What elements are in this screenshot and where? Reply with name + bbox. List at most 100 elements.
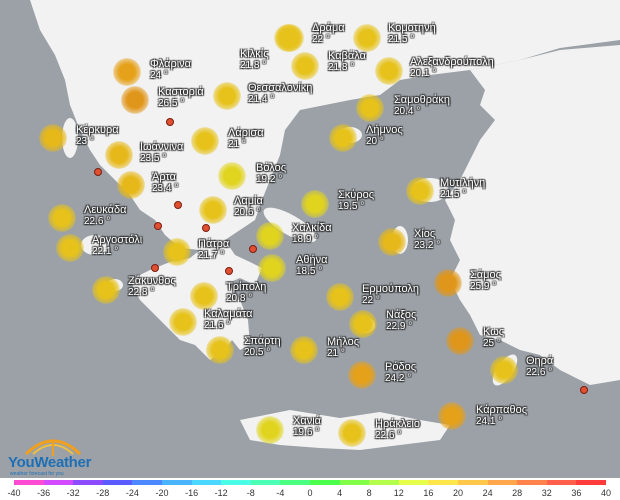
city-label: Αργοστόλι 22.1 ° bbox=[92, 234, 142, 258]
city-name: Αθήνα bbox=[296, 254, 328, 266]
city-name: Καλαμάτα bbox=[204, 308, 253, 320]
city-name: Σαμοθράκη bbox=[394, 94, 450, 106]
location-dot-icon bbox=[166, 118, 174, 126]
city-label: Καλαμάτα 21.6 ° bbox=[204, 308, 253, 332]
city-name: Καστοριά bbox=[158, 86, 204, 98]
scale-tick-label: -40 bbox=[7, 488, 21, 498]
scale-tick-label: 28 bbox=[512, 488, 523, 498]
city-temp: 22.6 ° bbox=[526, 367, 553, 378]
location-dot-icon bbox=[94, 168, 102, 176]
scale-tick-label: -8 bbox=[246, 488, 255, 498]
location-dot-icon bbox=[202, 224, 210, 232]
city-name: Άρτα bbox=[152, 171, 176, 183]
city-label: Ζάκυνθος 22.8 ° bbox=[128, 275, 176, 299]
scale-color-segment bbox=[576, 480, 606, 485]
scale-color-segment bbox=[132, 480, 162, 485]
city-temp: 19.5 ° bbox=[338, 201, 365, 212]
city-temp: 21 ° bbox=[228, 139, 246, 150]
city-label: Άρτα 23.4 ° bbox=[152, 171, 178, 195]
temperature-blob-icon bbox=[329, 124, 357, 152]
city-name: Θεσσαλονίκη bbox=[248, 82, 313, 94]
city-name: Κέρκυρα bbox=[76, 124, 119, 136]
city-temp: 20 ° bbox=[366, 136, 384, 147]
city-name: Δράμα bbox=[312, 22, 345, 34]
city-name: Λαμία bbox=[234, 195, 263, 207]
city-name: Λάρισα bbox=[228, 127, 264, 139]
city-label: Βόλος 19.2 ° bbox=[256, 162, 286, 186]
city-label: Λευκάδα 22.6 ° bbox=[84, 204, 126, 228]
scale-tick-label: -4 bbox=[276, 488, 285, 498]
city-temp: 24 ° bbox=[150, 70, 168, 81]
temperature-blob-icon bbox=[348, 361, 376, 389]
temperature-blob-icon bbox=[105, 141, 133, 169]
temperature-blob-icon bbox=[56, 234, 84, 262]
city-temp: 21.6 ° bbox=[204, 320, 231, 331]
temperature-blob-icon bbox=[190, 282, 218, 310]
city-name: Ζάκυνθος bbox=[128, 275, 176, 287]
temperature-blob-icon bbox=[446, 327, 474, 355]
city-name: Βόλος bbox=[256, 162, 286, 174]
city-label: Ηράκλειο 22.6 ° bbox=[375, 418, 420, 442]
location-dot-icon bbox=[174, 201, 182, 209]
city-temp: 24.2 ° bbox=[385, 373, 412, 384]
city-name: Πάτρα bbox=[198, 238, 230, 250]
location-dot-icon bbox=[225, 267, 233, 275]
city-name: Σκύρος bbox=[338, 189, 374, 201]
temperature-blob-icon bbox=[199, 196, 227, 224]
city-temp: 22.6 ° bbox=[375, 430, 402, 441]
temperature-blob-icon bbox=[434, 269, 462, 297]
temperature-blob-icon bbox=[438, 402, 466, 430]
city-label: Πάτρα 21.7 ° bbox=[198, 238, 229, 262]
city-label: Ερμούπολη 22 ° bbox=[362, 283, 419, 307]
city-name: Φλάρινα bbox=[150, 58, 192, 70]
city-label: Λήμνος 20 ° bbox=[366, 124, 403, 148]
city-label: Χαλκίδα 18.9 ° bbox=[292, 222, 332, 246]
city-temp: 20.8 ° bbox=[226, 293, 253, 304]
city-label: Μήλος 21 ° bbox=[327, 336, 359, 360]
city-name: Μήλος bbox=[327, 336, 360, 348]
scale-color-segment bbox=[14, 480, 44, 485]
temperature-blob-icon bbox=[191, 127, 219, 155]
scale-tick-label: -20 bbox=[155, 488, 169, 498]
location-dot-icon bbox=[151, 264, 159, 272]
temperature-blob-icon bbox=[113, 58, 141, 86]
city-name: Ερμούπολη bbox=[362, 283, 420, 295]
temperature-blob-icon bbox=[378, 228, 406, 256]
scale-color-segment bbox=[250, 480, 281, 485]
city-label: Κέρκυρα 23 ° bbox=[76, 124, 119, 148]
scale-tick-label: -16 bbox=[185, 488, 199, 498]
city-label: Ρόδος 24.2 ° bbox=[385, 361, 416, 385]
brand-name: YouWeather bbox=[8, 454, 92, 471]
city-label: Τρίπολη 20.8 ° bbox=[226, 281, 266, 305]
temperature-blob-icon bbox=[48, 204, 76, 232]
city-name: Χίος bbox=[414, 228, 436, 240]
city-temp: 22 ° bbox=[362, 295, 380, 306]
land-turkey bbox=[445, 45, 620, 385]
scale-tick-label: 24 bbox=[482, 488, 493, 498]
scale-tick-label: 32 bbox=[541, 488, 552, 498]
city-temp: 22.6 ° bbox=[84, 216, 111, 227]
scale-color-segment bbox=[310, 480, 340, 485]
scale-tick-label: 16 bbox=[423, 488, 434, 498]
city-name: Ρόδος bbox=[385, 361, 416, 373]
city-name: Κιλκίς bbox=[240, 48, 269, 60]
city-label: Νάξος 22.9 ° bbox=[386, 309, 416, 333]
city-name: Κως bbox=[483, 326, 505, 338]
temperature-blob-icon bbox=[291, 52, 319, 80]
city-temp: 21.5 ° bbox=[440, 189, 467, 200]
city-label: Θηρά 22.6 ° bbox=[526, 355, 553, 379]
temperature-blob-icon bbox=[353, 24, 381, 52]
city-name: Τρίπολη bbox=[226, 281, 267, 293]
city-name: Μυτιλήνη bbox=[440, 177, 486, 189]
city-temp: 19.2 ° bbox=[256, 174, 283, 185]
temperature-blob-icon bbox=[163, 238, 191, 266]
temperature-blob-icon bbox=[256, 416, 284, 444]
city-temp: 18.9 ° bbox=[292, 234, 319, 245]
city-temp: 19.6 ° bbox=[293, 427, 320, 438]
city-name: Νάξος bbox=[386, 309, 417, 321]
city-name: Θηρά bbox=[526, 355, 554, 367]
city-name: Κομοτηνή bbox=[388, 22, 436, 34]
city-name: Λευκάδα bbox=[84, 204, 127, 216]
location-dot-icon bbox=[580, 386, 588, 394]
temperature-blob-icon bbox=[349, 310, 377, 338]
